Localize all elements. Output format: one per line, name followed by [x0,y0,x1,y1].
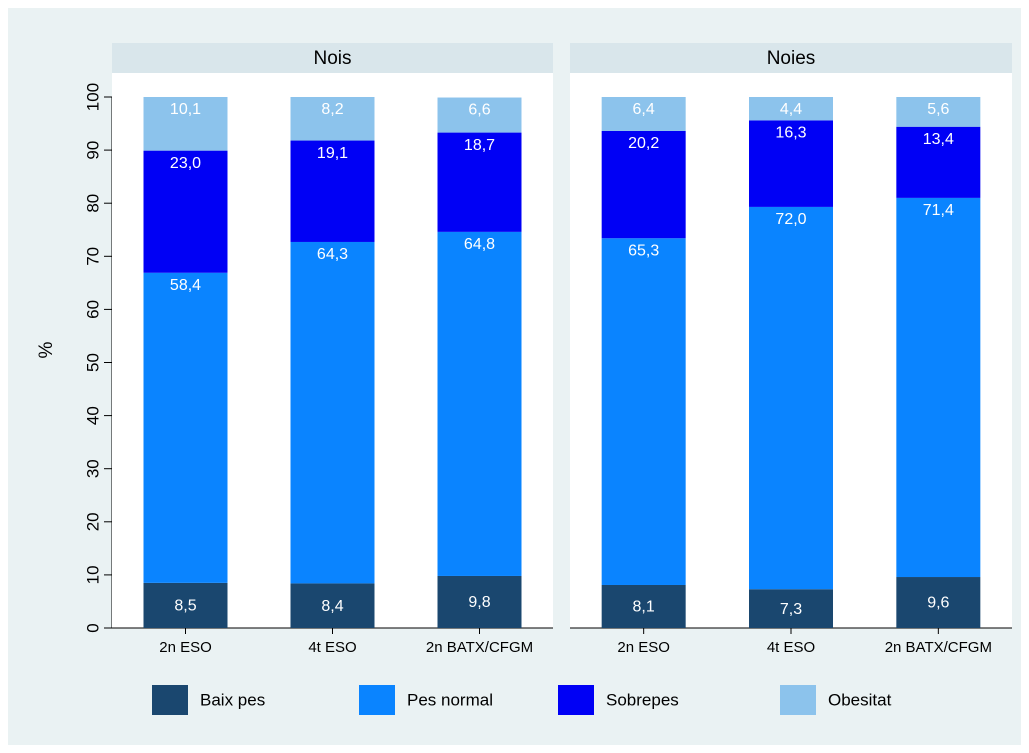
bar-segment-obesitat [896,97,981,127]
data-label-pes-normal: 72,0 [775,211,806,228]
data-label-pes-normal: 58,4 [170,277,201,294]
y-axis-title: % [36,341,57,358]
data-label-baix-pes: 7,3 [780,601,802,618]
y-tick-label: 20 [83,512,102,531]
data-label-pes-normal: 64,3 [317,246,348,263]
data-label-obesitat: 4,4 [780,101,802,118]
bar-segment-sobrepes [601,130,686,239]
y-tick-label: 10 [83,565,102,584]
legend-swatch-sobrepes [558,685,594,715]
data-label-baix-pes: 8,1 [633,599,655,616]
y-tick-label: 60 [83,300,102,319]
bar-segment-obesitat [290,97,375,141]
data-label-obesitat: 5,6 [927,101,949,118]
x-tick-label: 2n ESO [617,639,670,656]
x-tick-label: 4t ESO [308,639,356,656]
bar-segment-baix-pes [143,582,228,628]
legend-swatch-baix-pes [152,685,188,715]
x-tick-label: 2n ESO [159,639,212,656]
bar-segment-sobrepes [749,120,833,207]
bar-segment-sobrepes [437,132,522,232]
legend-swatch-obesitat [780,685,816,715]
data-label-obesitat: 6,6 [468,102,490,119]
bar-segment-baix-pes [896,577,981,628]
data-label-sobrepes: 13,4 [923,131,954,148]
bar-segment-baix-pes [749,589,833,628]
y-tick-label: 70 [83,247,102,266]
bar-segment-obesitat [143,97,228,151]
x-tick-label: 2n BATX/CFGM [426,639,533,656]
bar-segment-pes-normal [896,197,981,578]
legend-label-pes-normal: Pes normal [407,690,493,709]
data-label-baix-pes: 8,5 [174,598,196,615]
data-label-obesitat: 6,4 [633,101,655,118]
bar-segment-baix-pes [290,583,375,628]
y-tick-label: 50 [83,353,102,372]
bar-segment-pes-normal [749,206,833,590]
bar-segment-obesitat [749,97,833,121]
data-label-baix-pes: 8,4 [321,598,343,615]
x-tick-label: 4t ESO [767,639,815,656]
bar-segment-obesitat [437,97,522,133]
y-tick-label: 90 [83,141,102,160]
data-label-obesitat: 8,2 [321,101,343,118]
data-label-sobrepes: 18,7 [464,137,495,154]
bar-segment-sobrepes [290,140,375,242]
panel-nois-title: Nois [313,48,351,69]
data-label-baix-pes: 9,8 [468,594,490,611]
y-tick-label: 30 [83,459,102,478]
bar-segment-sobrepes [896,126,981,198]
y-tick-label: 0 [83,623,102,632]
legend-swatch-pes-normal [359,685,395,715]
legend-label-obesitat: Obesitat [828,690,892,709]
y-tick-label: 100 [83,83,102,111]
data-label-pes-normal: 64,8 [464,236,495,253]
data-label-sobrepes: 23,0 [170,155,201,172]
data-label-sobrepes: 19,1 [317,145,348,162]
bar-segment-sobrepes [143,150,228,273]
bar-segment-baix-pes [601,584,686,628]
data-label-sobrepes: 20,2 [628,135,659,152]
data-label-sobrepes: 16,3 [775,125,806,142]
panel-noies-title: Noies [767,48,816,69]
legend-label-baix-pes: Baix pes [200,690,265,709]
bar-segment-obesitat [601,97,686,131]
data-label-pes-normal: 71,4 [923,202,954,219]
bar-segment-pes-normal [290,241,375,584]
bar-segment-baix-pes [437,575,522,628]
bar-segment-pes-normal [601,238,686,585]
data-label-obesitat: 10,1 [170,101,201,118]
y-tick-label: 40 [83,406,102,425]
panel-nois-header [112,43,553,73]
data-label-pes-normal: 65,3 [628,242,659,259]
bar-segment-pes-normal [143,272,228,583]
x-tick-label: 2n BATX/CFGM [885,639,992,656]
data-label-baix-pes: 9,6 [927,595,949,612]
panel-noies-header [570,43,1012,73]
legend-label-sobrepes: Sobrepes [606,690,679,709]
y-tick-label: 80 [83,194,102,213]
bar-segment-pes-normal [437,231,522,576]
